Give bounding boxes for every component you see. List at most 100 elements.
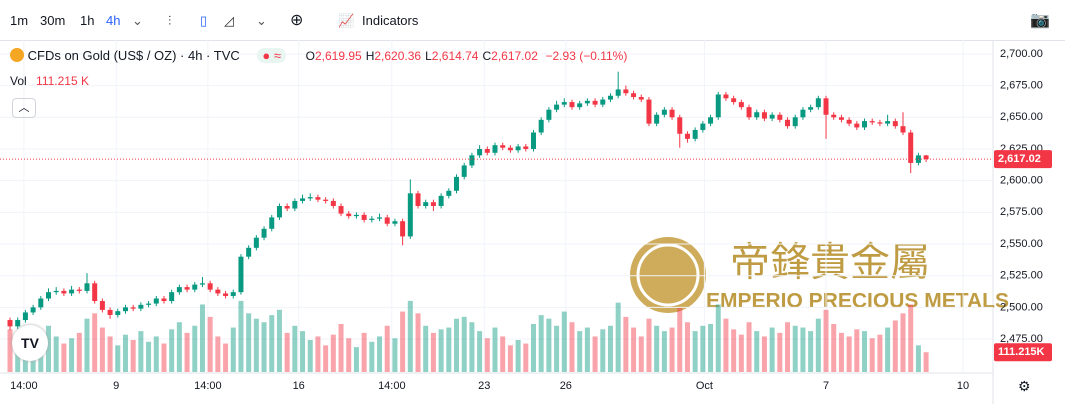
volume-bar: [684, 322, 690, 372]
bars-icon[interactable]: ⫶: [168, 13, 172, 28]
dropdown[interactable]: ⌄: [256, 13, 267, 28]
candle-body: [407, 193, 413, 237]
logo: [630, 237, 706, 313]
volume-bar: [415, 313, 421, 372]
volume-bar: [323, 345, 329, 372]
volume-bar: [253, 318, 259, 372]
candle-body: [400, 221, 406, 237]
compare-icon[interactable]: ⊕: [290, 12, 304, 29]
status[interactable]: ● ≈: [257, 48, 286, 63]
volume-bar: [661, 331, 667, 372]
volume-bar: [215, 336, 221, 372]
candle-body: [146, 303, 152, 305]
volume-value: 111.215 K: [36, 74, 89, 88]
volume-bar: [862, 331, 868, 372]
candle-body: [584, 100, 590, 104]
candle-body: [99, 301, 105, 310]
volume-bar: [561, 311, 567, 372]
candle-body: [500, 145, 506, 148]
candle-body: [761, 112, 767, 119]
candle-body: [684, 133, 690, 139]
volume-bar: [315, 336, 321, 372]
ohlc-key: O: [305, 49, 315, 63]
ohlc-value: 2,617.02: [491, 49, 538, 63]
volume-bar: [130, 340, 136, 372]
candle-body: [438, 195, 444, 206]
candle-body: [631, 93, 637, 98]
interval-active[interactable]: 4h: [106, 13, 121, 28]
candle-body: [708, 117, 714, 124]
collapse[interactable]: ︿: [12, 98, 36, 118]
volume-bar: [831, 324, 837, 372]
dropdown[interactable]: ⌄: [132, 13, 143, 28]
candle-body: [454, 176, 460, 191]
candle-body: [292, 200, 298, 209]
interval[interactable]: 30m: [40, 13, 66, 28]
candle-body: [261, 228, 267, 238]
volume-bar: [184, 332, 190, 372]
volume-bar: [769, 327, 775, 372]
volume-bar: [423, 325, 429, 372]
x-tick-label: Oct: [696, 380, 713, 392]
candle-body: [130, 307, 136, 309]
candle-body: [284, 206, 290, 209]
candle-body: [908, 132, 914, 163]
candle-body: [577, 103, 583, 108]
candle-body: [538, 119, 544, 133]
interval[interactable]: 1m: [10, 13, 29, 28]
indicators[interactable]: Indicators: [362, 13, 419, 28]
area-icon[interactable]: ◿: [224, 13, 234, 28]
volume-bar: [877, 334, 883, 372]
volume-bar: [723, 318, 729, 372]
volume-bar: [246, 313, 252, 372]
candle-body: [823, 98, 829, 115]
camera-icon[interactable]: 📷: [1030, 12, 1050, 29]
volume-tag-label: 111.215K: [998, 346, 1045, 358]
volume-bar: [92, 313, 98, 372]
candle-body: [877, 122, 883, 124]
volume-bar: [592, 336, 598, 372]
legend: CFDs on Gold (US$ / OZ) · 4h · TVC ● ≈ O…: [10, 48, 627, 63]
volume-bar: [330, 334, 336, 372]
volume-bar: [923, 352, 929, 372]
interval[interactable]: 1h: [80, 13, 95, 28]
volume-bar: [138, 331, 144, 372]
volume-bar: [107, 336, 113, 372]
candle-body: [161, 298, 167, 302]
candle-body: [169, 292, 175, 302]
candle-body: [615, 89, 621, 96]
candle-body: [338, 206, 344, 214]
volume-bar: [377, 336, 383, 372]
volume-bar: [554, 325, 560, 372]
volume-bar: [507, 345, 513, 372]
volume-bar: [115, 345, 121, 372]
candle-body: [199, 283, 205, 285]
candle-body: [800, 109, 806, 118]
indicators-icon[interactable]: 📈: [338, 13, 355, 28]
symbol[interactable]: CFDs on Gold (US$ / OZ) · 4h · TVC: [27, 48, 240, 63]
volume-bar: [384, 325, 390, 372]
volume-bar: [153, 336, 159, 372]
volume-bar: [692, 331, 698, 372]
candle-body: [369, 218, 375, 220]
x-tick-label: 14:00: [378, 380, 406, 392]
candles-icon[interactable]: ▯: [200, 13, 208, 28]
candle-body: [769, 114, 775, 119]
candle-body: [61, 290, 67, 294]
candle-body: [869, 121, 875, 123]
candle-body: [353, 214, 359, 217]
volume-title: Vol: [10, 74, 27, 88]
tv-logo[interactable]: TV: [12, 325, 48, 361]
volume-bar: [815, 318, 821, 372]
volume-bar: [353, 347, 359, 372]
settings[interactable]: ⚙: [1018, 378, 1031, 394]
candle-body: [122, 307, 128, 312]
y-tick-label: 2,475.00: [1000, 333, 1043, 345]
candle-body: [415, 193, 421, 206]
volume-bar: [607, 325, 613, 372]
candle-body: [607, 95, 613, 100]
candle-body: [723, 94, 729, 99]
volume-bar: [477, 331, 483, 372]
candle-body: [115, 311, 121, 315]
volume-bar: [307, 340, 313, 372]
